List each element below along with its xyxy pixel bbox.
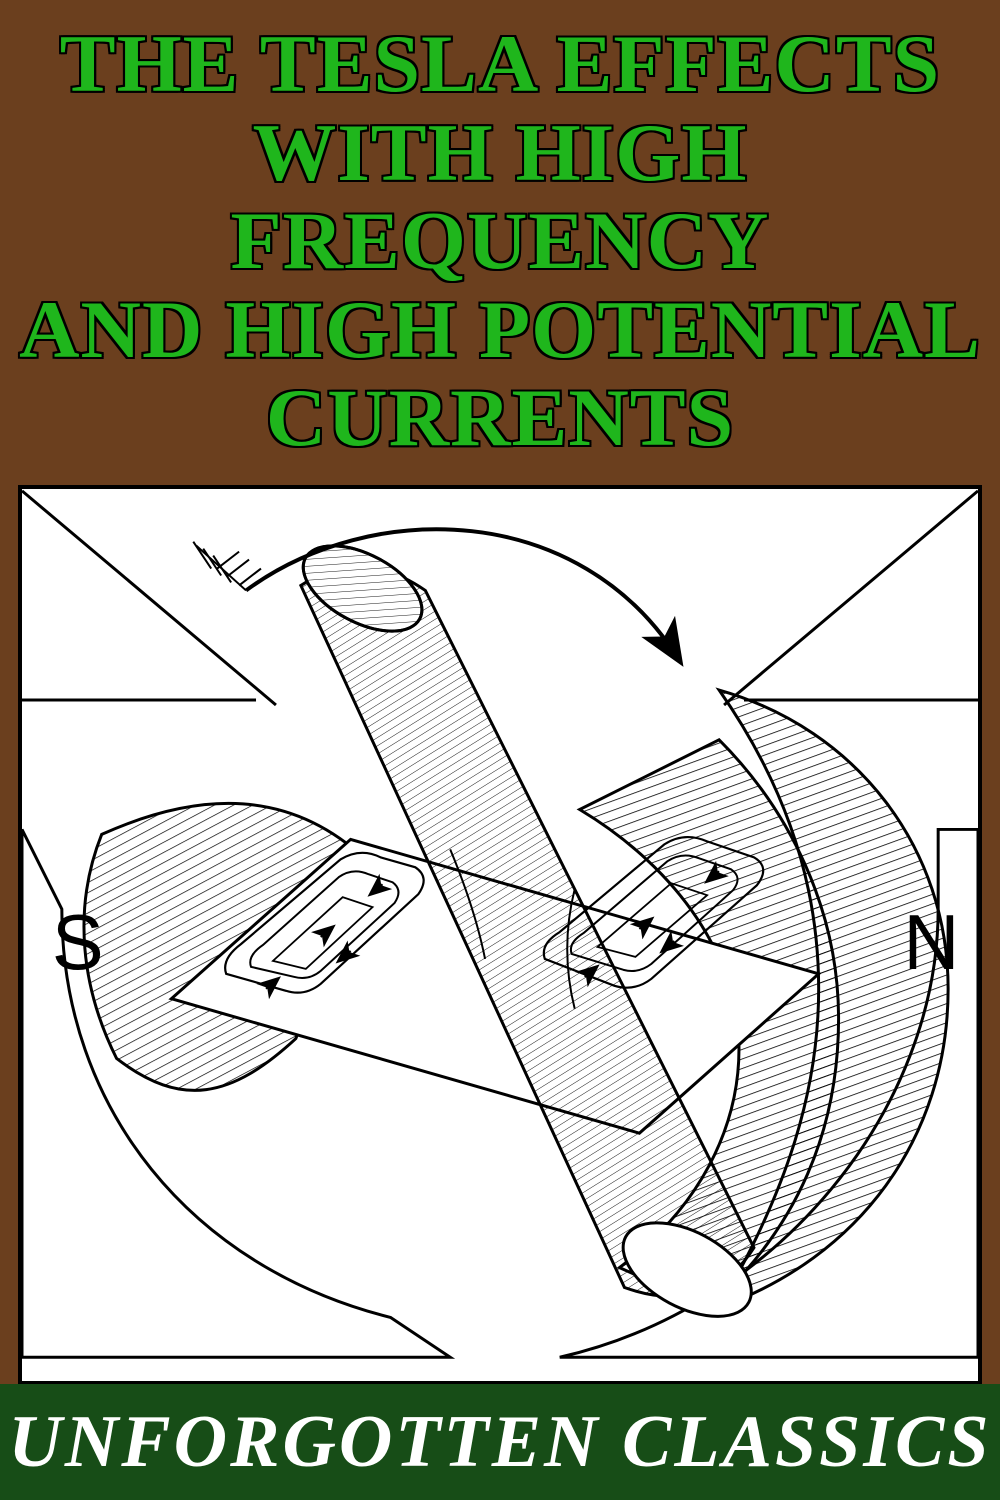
footer-bar: UNFORGOTTEN CLASSICS: [0, 1384, 1000, 1500]
diagram-container: S N: [18, 485, 982, 1385]
title-block: THE TESLA EFFECTS WITH HIGH FREQUENCY AN…: [0, 0, 1000, 503]
title-line-1: THE TESLA EFFECTS: [10, 20, 989, 109]
tesla-diagram: S N: [22, 489, 978, 1381]
series-label: UNFORGOTTEN CLASSICS: [8, 1400, 991, 1485]
pole-label-north: N: [903, 900, 959, 986]
title-line-3: AND HIGH POTENTIAL: [10, 286, 989, 375]
pole-label-south: S: [52, 900, 104, 986]
title-line-2: WITH HIGH FREQUENCY: [10, 109, 989, 286]
title-line-4: CURRENTS: [10, 374, 989, 463]
